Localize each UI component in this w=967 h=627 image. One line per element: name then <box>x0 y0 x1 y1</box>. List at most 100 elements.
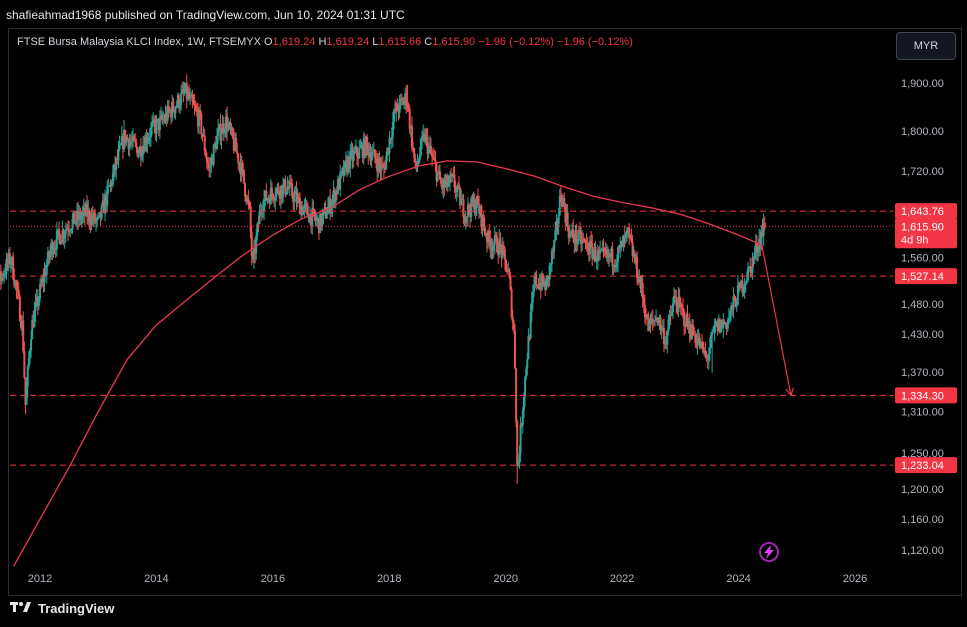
candle-body <box>78 211 81 220</box>
candle-body <box>509 277 512 290</box>
candle-body <box>132 135 135 142</box>
candle-body <box>606 249 609 258</box>
candle-body <box>6 259 9 264</box>
candle-body <box>91 215 94 220</box>
candle-body <box>283 179 286 185</box>
change-value-2: −1.96 (−0.12%) <box>557 36 633 48</box>
candle-body <box>646 314 649 319</box>
candle-body <box>143 145 146 152</box>
candle-body <box>3 273 6 277</box>
candle-body <box>258 210 261 224</box>
candle-body <box>583 239 586 241</box>
candle-body <box>707 353 710 360</box>
candle-body <box>106 186 109 206</box>
candle-body <box>295 191 298 203</box>
candle-body <box>564 207 567 223</box>
candle-body <box>316 218 319 220</box>
lightning-icon[interactable] <box>759 542 779 562</box>
candle-body <box>13 278 16 286</box>
candle-body <box>485 235 488 243</box>
candle-body <box>732 296 735 310</box>
candle-body <box>360 145 363 148</box>
candle-body <box>413 148 416 159</box>
candle-body <box>500 244 503 258</box>
tradingview-brand[interactable]: TradingView <box>10 601 114 616</box>
candle-body <box>762 222 765 236</box>
candle-body <box>731 305 734 310</box>
candle-body <box>129 141 132 143</box>
candle-body <box>669 315 672 317</box>
candle-body <box>240 162 243 175</box>
candle-body <box>274 197 277 201</box>
candle-body <box>175 105 178 108</box>
candle-body <box>608 253 611 258</box>
candle-body <box>681 307 684 312</box>
candle-body <box>201 134 204 136</box>
publisher-line: shafieahmad1968 published on TradingView… <box>6 8 405 22</box>
candle-body <box>245 196 248 202</box>
candle-body <box>471 197 474 205</box>
candle-body <box>684 325 687 327</box>
candle-body <box>111 173 114 185</box>
candle-body <box>284 179 287 194</box>
candle-body <box>524 376 527 397</box>
candle-body <box>478 203 481 214</box>
candle-body <box>714 324 717 326</box>
candle-body <box>86 204 89 217</box>
candle-body <box>390 136 393 140</box>
candle-body <box>241 162 244 170</box>
currency-button[interactable]: MYR <box>896 32 956 60</box>
candle-body <box>267 198 270 200</box>
candle-body <box>410 125 413 148</box>
candle-body <box>40 284 43 286</box>
candle-body <box>414 158 417 162</box>
candle-body <box>685 314 688 327</box>
candle-body <box>645 316 648 319</box>
candle-body <box>628 227 631 235</box>
candle-body <box>272 193 275 199</box>
candle-body <box>673 295 676 304</box>
candle-body <box>503 249 506 260</box>
candle-body <box>191 94 194 102</box>
y-tick-label: 1,370.00 <box>901 367 944 379</box>
candle-body <box>273 198 276 201</box>
candle-body <box>757 250 760 253</box>
candle-body <box>400 98 403 101</box>
candle-body <box>107 185 110 187</box>
candle-body <box>37 298 40 306</box>
candle-body <box>585 241 588 243</box>
candle-body <box>593 246 596 254</box>
candle-body <box>534 273 537 286</box>
level-price-label: 1,233.04 <box>901 460 944 472</box>
candle-body <box>208 166 211 168</box>
candle-body <box>516 421 519 466</box>
candle-body <box>573 238 576 244</box>
candle-body <box>498 238 501 255</box>
candle-body <box>104 196 107 214</box>
candle-body <box>246 197 249 202</box>
candle-body <box>84 204 87 216</box>
candle-body <box>121 136 124 150</box>
candle-body <box>653 320 656 322</box>
symbol-legend: FTSE Bursa Malaysia KLCI Index, 1W, FTSE… <box>17 36 633 48</box>
candle-body <box>649 320 652 323</box>
candle-body <box>65 228 68 230</box>
low-value: 1,615.66 <box>378 36 422 48</box>
candle-body <box>451 174 454 177</box>
candle-body <box>502 245 505 250</box>
candle-body <box>422 133 425 138</box>
candle-body <box>539 283 542 290</box>
candle-body <box>317 218 320 234</box>
candle-body <box>72 211 75 220</box>
chart-frame <box>8 28 962 596</box>
candle-body <box>382 166 385 169</box>
candle-body <box>389 138 392 140</box>
candle-body <box>429 145 432 154</box>
candle-body <box>385 156 388 170</box>
candle-body <box>657 321 660 323</box>
tradingview-logo-icon <box>10 601 32 616</box>
candle-body <box>170 110 173 118</box>
candle-body <box>506 271 509 273</box>
candle-body <box>522 396 525 411</box>
